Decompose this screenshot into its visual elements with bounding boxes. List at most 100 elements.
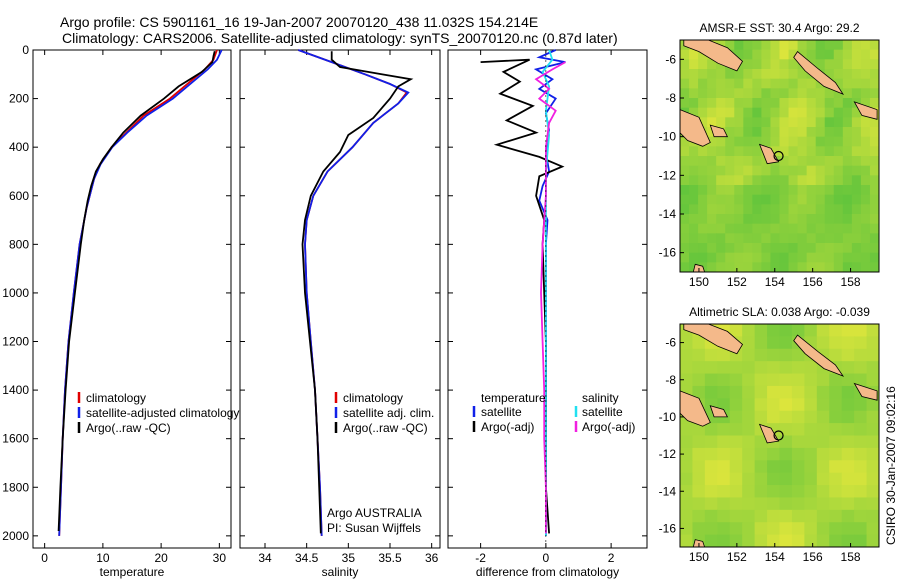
- sla-map-field-cell: [729, 435, 743, 449]
- sst-map-field-cell: [806, 78, 817, 89]
- sst-map-field-cell: [734, 127, 744, 138]
- sla-map-field-cell: [841, 423, 855, 436]
- sst-map-field-cell: [680, 59, 690, 70]
- sla-map-field-cell: [854, 348, 868, 362]
- sst-map-field-cell: [815, 165, 826, 176]
- sla-map-field-cell: [767, 447, 780, 461]
- sst-map-field-cell: [788, 88, 799, 99]
- sst-map-field-cell: [842, 98, 853, 109]
- sla-map-field-cell: [767, 385, 780, 399]
- sst-map-field-cell: [743, 136, 753, 147]
- sst-map-field-cell: [806, 175, 817, 186]
- sst-map-field-cell: [797, 69, 808, 80]
- sla-map-field-cell: [854, 423, 868, 436]
- sst-map-field-cell: [734, 252, 744, 263]
- sst-map-field-cell: [806, 117, 817, 128]
- sst-map-field-cell: [743, 49, 753, 60]
- sst-map-field-cell: [851, 136, 862, 147]
- sst-map-field-cell: [734, 49, 744, 60]
- sla-map-field-cell: [841, 373, 855, 387]
- sla-map-field-cell: [729, 522, 743, 536]
- temperature-ytick-label: 1600: [2, 432, 29, 446]
- sla-map-field-cell: [866, 447, 880, 461]
- sla-map-field-cell: [742, 534, 756, 548]
- sst-map-ytick-label: -16: [659, 246, 677, 260]
- sst-map-field-cell: [743, 223, 753, 234]
- sst-map-field-cell: [770, 40, 780, 51]
- sst-map-field-cell: [788, 107, 799, 118]
- sst-map-field-cell: [698, 252, 708, 263]
- sst-map-field-cell: [869, 146, 880, 157]
- temperature-xlabel: temperature: [100, 565, 165, 579]
- sst-map-field-cell: [770, 165, 780, 176]
- sla-map-field-cell: [791, 423, 805, 436]
- sst-map-field-cell: [689, 69, 699, 80]
- sst-map-field-cell: [824, 204, 835, 215]
- sst-map-field-cell: [806, 214, 817, 225]
- sst-map-field-cell: [716, 204, 726, 215]
- sst-map-field-cell: [761, 127, 771, 138]
- sla-map-ytick-label: -8: [665, 373, 676, 387]
- sst-map-field-cell: [698, 185, 708, 196]
- sst-map-field-cell: [770, 223, 780, 234]
- sst-map-field-cell: [869, 49, 880, 60]
- sst-map-field-cell: [842, 204, 853, 215]
- sla-map-field-cell: [829, 485, 843, 498]
- difference-legend-title-temperature: temperature: [481, 391, 546, 405]
- sst-map-field-cell: [761, 88, 771, 99]
- salinity-xtick-label: 35: [342, 551, 356, 565]
- sst-map-field-cell: [761, 107, 771, 118]
- sla-map-field-cell: [804, 410, 818, 424]
- sla-map-field-cell: [779, 398, 793, 412]
- sla-map-field-cell: [804, 447, 818, 461]
- sst-map-field-cell: [824, 136, 835, 147]
- temperature-legend-label: climatology: [86, 391, 146, 405]
- timestamp-label: CSIRO 30-Jan-2007 09:02:16: [884, 386, 898, 545]
- sst-map-field-cell: [725, 156, 735, 167]
- sst-map-field-cell: [824, 98, 835, 109]
- sst-map-field-cell: [716, 233, 726, 244]
- sst-map-field-cell: [779, 59, 790, 70]
- sla-map-field-cell: [841, 410, 855, 424]
- sst-map-field-cell: [752, 117, 762, 128]
- sst-map-field-cell: [860, 194, 871, 205]
- sst-map-field-cell: [788, 262, 799, 273]
- sla-map-field-cell: [704, 435, 718, 449]
- sst-map-xtick-label: 152: [727, 275, 747, 289]
- sst-map-field-cell: [824, 165, 835, 176]
- sst-map-field-cell: [797, 185, 808, 196]
- sst-map-field-cell: [680, 214, 690, 225]
- sst-map-field-cell: [743, 214, 753, 225]
- salinity-legend-label: Argo(..raw -QC): [343, 421, 428, 435]
- salinity-annotation-line1: Argo AUSTRALIA: [327, 506, 422, 520]
- sst-map-field-cell: [734, 165, 744, 176]
- sla-map-field-cell: [680, 373, 693, 387]
- sla-map-field-cell: [804, 460, 818, 474]
- sst-map-field-cell: [788, 243, 799, 254]
- sst-map-field-cell: [815, 223, 826, 234]
- sst-map-field-cell: [761, 117, 771, 128]
- sst-map-field-cell: [761, 49, 771, 60]
- sst-map-field-cell: [788, 49, 799, 60]
- sst-map-land: [709, 124, 729, 138]
- sst-map-field-cell: [833, 127, 844, 138]
- sla-map-field-cell: [816, 472, 830, 486]
- sla-map-panel: 150 152 154 156 158 -6 -8 -10 -12 -14 -16 Altimetri…: [659, 305, 880, 564]
- sst-map-field-cell: [842, 262, 853, 273]
- sst-map-field-cell: [734, 98, 744, 109]
- sst-map-field-cell: [815, 59, 826, 70]
- sla-map-field-cell: [804, 361, 818, 375]
- sst-map-field-cell: [770, 69, 780, 80]
- sst-map-field-cell: [815, 156, 826, 167]
- sla-map-field-cell: [692, 385, 706, 399]
- sla-map-field-cell: [829, 336, 843, 350]
- sla-map-field-cell: [854, 534, 868, 548]
- sla-map-field-cell: [779, 472, 793, 486]
- temperature-ytick-label: 2000: [2, 529, 29, 543]
- sla-map-field-cell: [841, 485, 855, 498]
- sla-map-field-cell: [804, 398, 818, 412]
- sla-map-field-cell: [854, 460, 868, 474]
- sla-map-field-cell: [866, 497, 880, 511]
- sst-map-field-cell: [851, 204, 862, 215]
